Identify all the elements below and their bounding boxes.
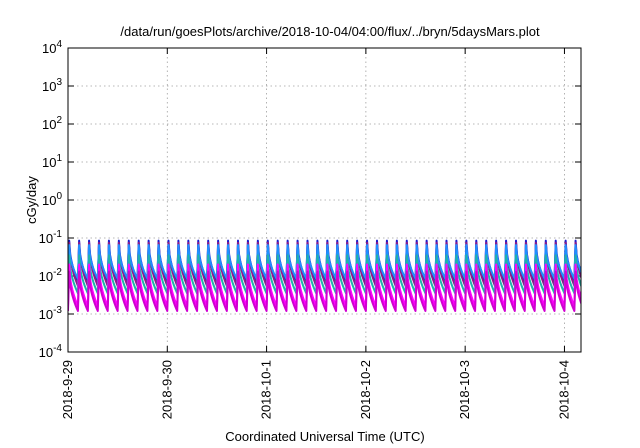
x-tick-label: 2018-10-1: [259, 360, 274, 419]
series-line-4: [68, 254, 581, 295]
series-line-3: [68, 244, 581, 280]
x-tick-label: 2018-9-30: [159, 360, 174, 419]
y-tick-label: 104: [42, 39, 62, 56]
x-tick-label: 2018-10-4: [556, 360, 571, 419]
series-line-6: [68, 270, 581, 312]
chart-title: /data/run/goesPlots/archive/2018-10-04/0…: [120, 24, 540, 39]
y-tick-label: 10-4: [39, 343, 63, 360]
plot-frame: [67, 47, 582, 353]
x-axis-label: Coordinated Universal Time (UTC): [225, 429, 424, 444]
y-tick-label: 103: [42, 77, 62, 94]
x-tick-label: 2018-10-2: [358, 360, 373, 419]
x-axis-ticks: 2018-9-29 2018-9-30 2018-10-1 2018-10-2 2018…: [60, 48, 571, 419]
y-tick-label: 102: [42, 115, 62, 132]
y-axis-ticks: 10-4 10-3 10-2 10-1 100 101 102 103 104: [39, 39, 581, 360]
x-tick-label: 2018-10-3: [457, 360, 472, 419]
y-tick-label: 10-3: [39, 305, 63, 322]
y-tick-label: 101: [42, 153, 62, 170]
series-group: [68, 239, 581, 312]
y-tick-label: 10-1: [39, 229, 63, 246]
y-tick-label: 100: [42, 191, 62, 208]
x-tick-label: 2018-9-29: [60, 360, 75, 419]
y-tick-label: 10-2: [39, 267, 63, 284]
y-axis-label: cGy/day: [24, 176, 39, 224]
